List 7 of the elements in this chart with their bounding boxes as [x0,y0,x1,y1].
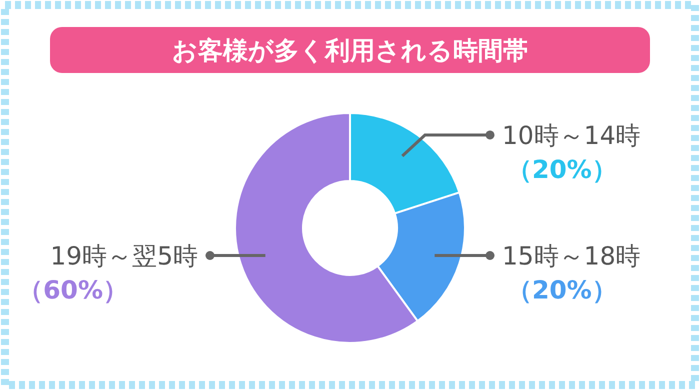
data-label: （60%） [18,276,128,305]
slice-label: 15時～18時 [502,242,641,271]
chart-title: お客様が多く利用される時間帯 [172,36,528,65]
data-label: （20%） [507,154,617,184]
slice-label: 10時～14時 [502,120,641,150]
slice-label: 19時～翌5時 [50,242,198,271]
data-label: （20%） [507,276,617,305]
